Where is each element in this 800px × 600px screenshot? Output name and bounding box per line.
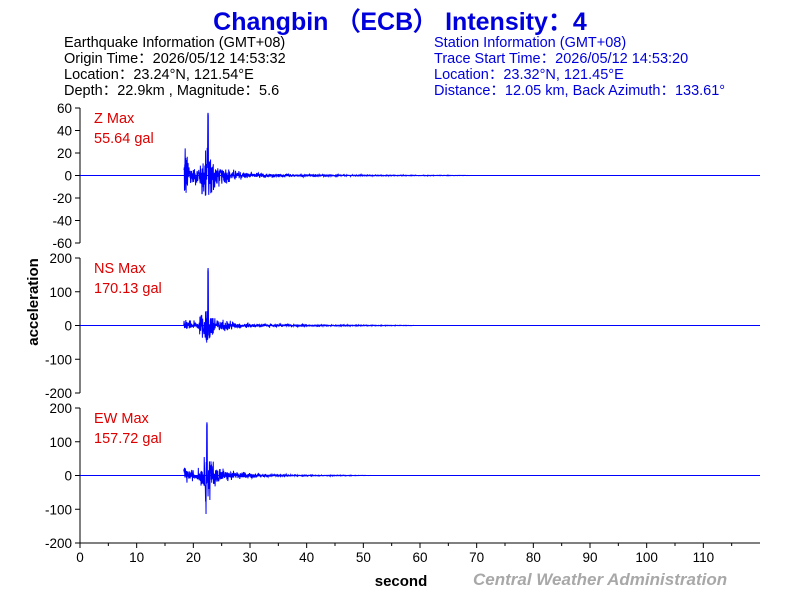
- x-tick-label: 0: [76, 550, 84, 565]
- panel-z-y-tick-label: 0: [64, 169, 72, 184]
- panel-z-max-label: Z Max: [94, 111, 135, 127]
- earthquake-info-heading: Earthquake Information (GMT+08): [64, 35, 286, 51]
- x-tick-label: 80: [526, 550, 541, 565]
- x-tick-label: 60: [412, 550, 427, 565]
- panel-ew-waveform: [183, 422, 488, 515]
- panel-ns-y-tick-label: -200: [45, 386, 72, 401]
- panel-ew-y-tick-label: 100: [49, 435, 72, 450]
- panel-ns-y-tick-label: 100: [49, 285, 72, 300]
- panel-z-y-tick-label: -20: [52, 191, 72, 206]
- depth-magnitude: Depth：22.9km , Magnitude：5.6: [64, 83, 280, 99]
- panel-ew-max-value: 157.72 gal: [94, 431, 162, 447]
- panel-ns-y-tick-label: 0: [64, 319, 72, 334]
- x-tick-label: 70: [469, 550, 484, 565]
- panel-ew-y-tick-label: -200: [45, 536, 72, 551]
- x-tick-label: 90: [582, 550, 597, 565]
- panel-ew-y-tick-label: 200: [49, 401, 72, 416]
- panel-ns-y-tick-label: -100: [45, 352, 72, 367]
- station-location: Location：23.32°N, 121.45°E: [434, 67, 624, 83]
- panel-z-waveform: [183, 112, 488, 196]
- x-axis-label: second: [375, 573, 428, 590]
- origin-time: Origin Time：2026/05/12 14:53:32: [64, 51, 286, 67]
- x-tick-label: 110: [693, 550, 715, 565]
- trace-start-time: Trace Start Time：2026/05/12 14:53:20: [434, 51, 689, 67]
- panel-z-y-tick-label: -60: [52, 236, 72, 251]
- panel-ew-y-tick-label: 0: [64, 469, 72, 484]
- panel-z-y-tick-label: 60: [57, 101, 72, 116]
- x-tick-label: 20: [186, 550, 201, 565]
- chart-title: Changbin （ECB） Intensity：4: [213, 8, 587, 36]
- x-tick-label: 30: [242, 550, 257, 565]
- x-tick-label: 10: [129, 550, 144, 565]
- panel-z-y-tick-label: 20: [57, 146, 72, 161]
- panel-ns-max-value: 170.13 gal: [94, 281, 162, 297]
- panel-ns-max-label: NS Max: [94, 261, 146, 277]
- station-info: Station Information (GMT+08) Trace Start…: [434, 35, 725, 99]
- station-info-heading: Station Information (GMT+08): [434, 35, 627, 51]
- panel-ew-y-tick-label: -100: [45, 502, 72, 517]
- panel-z-max-value: 55.64 gal: [94, 131, 154, 147]
- x-tick-label: 40: [299, 550, 314, 565]
- panel-ew-max-label: EW Max: [94, 411, 150, 427]
- y-axis-label: acceleration: [25, 258, 42, 346]
- x-tick-label: 100: [635, 550, 658, 565]
- x-tick-label: 50: [356, 550, 371, 565]
- earthquake-info: Earthquake Information (GMT+08) Origin T…: [64, 35, 286, 99]
- panel-z-y-tick-label: -40: [52, 214, 72, 229]
- panel-ns-waveform: [183, 268, 488, 343]
- panel-z-y-tick-label: 40: [57, 124, 72, 139]
- epicenter-location: Location：23.24°N, 121.54°E: [64, 67, 254, 83]
- panel-ns-y-tick-label: 200: [49, 251, 72, 266]
- station-distance: Distance：12.05 km, Back Azimuth：133.61°: [434, 83, 726, 99]
- credit-text: Central Weather Administration: [473, 570, 728, 589]
